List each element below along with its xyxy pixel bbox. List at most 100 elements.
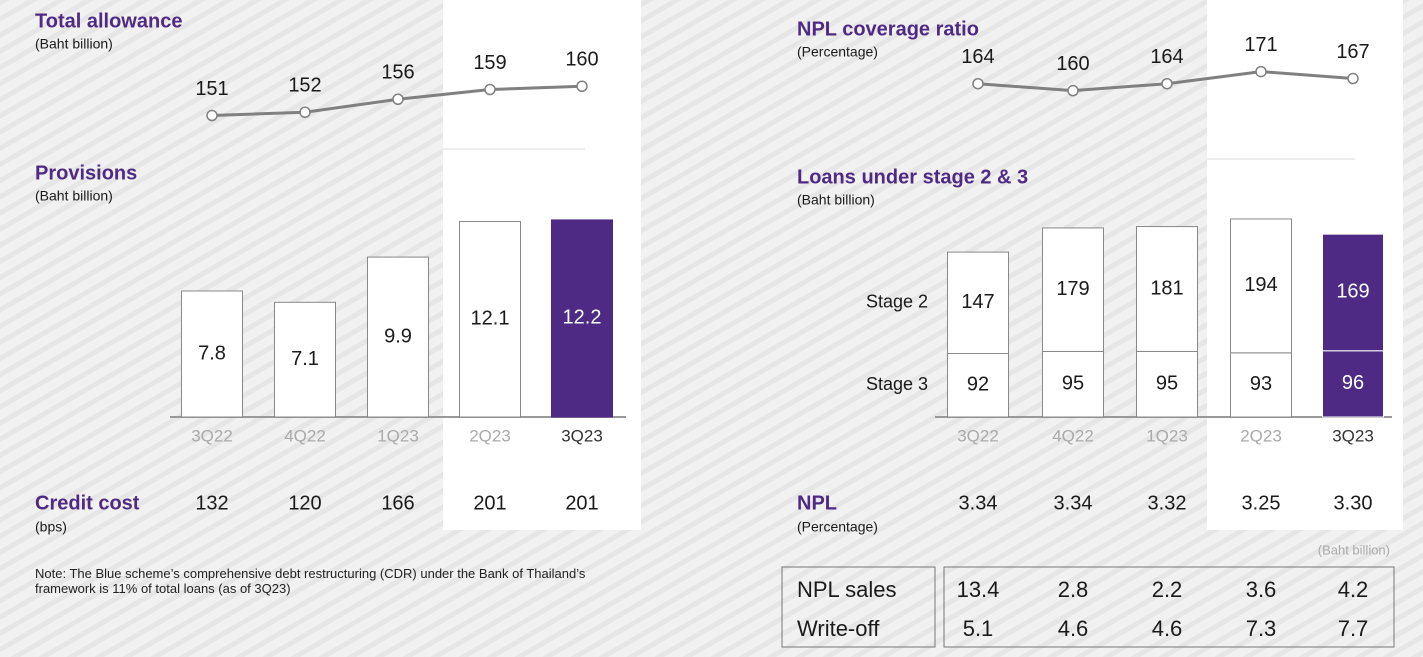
row-value: 3.25 [1242, 492, 1281, 514]
point [392, 93, 404, 105]
data-label: 194 [1244, 274, 1277, 296]
data-label: 171 [1244, 34, 1277, 56]
table-cell: 5.1 [963, 616, 994, 641]
point [206, 109, 218, 122]
row-label: NPL [797, 492, 837, 514]
chart-subtitle: (Percentage) [797, 44, 878, 60]
table-cell: 2.2 [1152, 577, 1183, 602]
row-value: 3.34 [1054, 492, 1093, 514]
x-tick-label: 2Q23 [1240, 426, 1282, 445]
table-cell: 4.6 [1058, 616, 1089, 641]
data-label: 95 [1062, 373, 1084, 395]
row-value: 3.34 [959, 492, 998, 514]
chart-subtitle: (Baht billion) [35, 36, 113, 52]
bar [274, 301, 336, 418]
data-label: 92 [967, 374, 989, 396]
bar-segment [1136, 226, 1198, 352]
point [972, 77, 984, 90]
table-cell: 7.7 [1338, 616, 1369, 641]
bar-segment [1136, 350, 1198, 418]
data-label: 7.8 [198, 342, 226, 364]
bar-segment [1042, 350, 1104, 418]
x-tick-label: 4Q22 [284, 426, 326, 445]
row-unit: (Percentage) [797, 519, 878, 535]
chart-title: Loans under stage 2 & 3 [797, 166, 1028, 188]
data-label: 7.1 [291, 348, 319, 370]
x-tick-label: 2Q23 [469, 426, 511, 445]
bar-segment [1042, 227, 1104, 352]
x-tick-label: 4Q22 [1052, 426, 1094, 445]
data-label: 164 [961, 46, 994, 68]
x-tick-label: 3Q23 [1332, 426, 1374, 445]
data-label: 169 [1336, 281, 1369, 303]
data-label: 164 [1150, 46, 1183, 68]
data-label: 12.1 [471, 308, 510, 330]
data-label: 159 [473, 52, 506, 74]
data-label: 9.9 [384, 325, 412, 347]
data-label: 96 [1342, 372, 1364, 394]
table-box [781, 566, 936, 648]
bar [459, 221, 521, 418]
data-label: 156 [381, 62, 414, 84]
row-value: 166 [381, 492, 414, 514]
chart-title: NPL coverage ratio [797, 18, 979, 40]
data-label: 95 [1156, 373, 1178, 395]
x-tick-label: 3Q22 [957, 426, 999, 445]
x-tick-label: 1Q23 [1146, 426, 1188, 445]
x-tick-label: 1Q23 [377, 426, 419, 445]
chart-title: Provisions [35, 162, 137, 184]
data-label: 93 [1250, 373, 1272, 395]
legend-label: Stage 3 [866, 374, 928, 394]
table-cell: 2.8 [1058, 577, 1089, 602]
point [484, 83, 496, 96]
bar-segment [1322, 350, 1384, 418]
table-cell: 7.3 [1246, 616, 1277, 641]
point [1067, 84, 1079, 97]
table-row-label: NPL sales [797, 577, 896, 602]
point [1347, 72, 1359, 85]
legend-label: Stage 2 [866, 292, 928, 312]
row-unit: (bps) [35, 519, 67, 535]
bar-segment [1230, 218, 1292, 354]
table-cell: 4.2 [1338, 577, 1369, 602]
chart-subtitle: (Baht billion) [35, 188, 113, 204]
bar [367, 256, 429, 418]
row-value: 132 [195, 492, 228, 514]
bar [181, 290, 243, 418]
note: Note: The Blue scheme’s comprehensive de… [35, 566, 586, 596]
table-cell: 4.6 [1152, 616, 1183, 641]
x-tick-label: 3Q23 [561, 426, 603, 445]
bar-segment [1322, 233, 1384, 352]
data-label: 147 [961, 291, 994, 313]
row-value: 3.32 [1148, 492, 1187, 514]
table-row-label: Write-off [797, 616, 880, 641]
row-value: 3.30 [1334, 492, 1373, 514]
point [1255, 65, 1267, 78]
row-label: Credit cost [35, 492, 140, 514]
chart-title: Total allowance [35, 10, 182, 32]
table-cell: 3.6 [1246, 577, 1277, 602]
point [299, 106, 311, 118]
point [1161, 77, 1173, 90]
table-cell: 13.4 [957, 577, 1000, 602]
bar-segment [947, 353, 1009, 418]
row-value: 201 [565, 492, 598, 514]
data-label: 179 [1056, 278, 1089, 300]
bar [551, 219, 613, 418]
table-unit: (Baht billion) [1318, 542, 1390, 557]
table-box [943, 566, 1395, 648]
row-value: 120 [288, 492, 321, 514]
row-value: 201 [473, 492, 506, 514]
data-label: 152 [288, 75, 321, 97]
data-label: 160 [565, 49, 598, 71]
chart-subtitle: (Baht billion) [797, 192, 875, 208]
x-tick-label: 3Q22 [191, 426, 233, 445]
data-label: 167 [1336, 41, 1369, 63]
point [576, 80, 588, 92]
data-label: 151 [195, 78, 228, 100]
bar-segment [947, 251, 1009, 355]
data-label: 160 [1056, 53, 1089, 75]
data-label: 181 [1150, 277, 1183, 299]
